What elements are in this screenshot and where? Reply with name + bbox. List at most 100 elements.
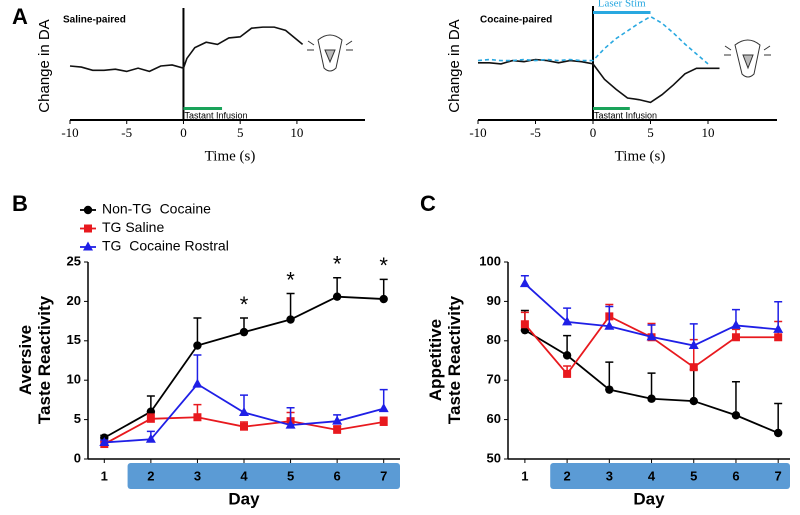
y-tick-label: 20 (67, 293, 81, 308)
x-tick-label: 5 (287, 468, 294, 483)
y-tick-label: 25 (67, 253, 81, 268)
marker (605, 385, 614, 394)
error-bar (605, 361, 614, 390)
stim-bar (183, 107, 223, 110)
data-line (477, 15, 709, 65)
error-bar (689, 368, 698, 402)
significance-marker: * (240, 292, 249, 317)
stim-bar (593, 11, 651, 14)
marker (379, 417, 388, 426)
marker (332, 415, 343, 425)
x-tick-label: -10 (61, 125, 78, 140)
x-tick-label: 3 (606, 468, 613, 483)
legend-marker (83, 241, 93, 251)
legend-label: TG Cocaine Rostral (102, 238, 229, 254)
x-tick-label: 5 (690, 468, 697, 483)
marker (689, 363, 698, 372)
y-tick-label: 60 (487, 411, 501, 426)
significance-marker: * (379, 253, 388, 278)
marker (146, 414, 155, 423)
panel-letter: B (12, 191, 28, 216)
x-tick-label: 1 (101, 468, 108, 483)
marker (731, 411, 741, 420)
marker (519, 278, 530, 288)
y-axis-label: Aversive (16, 325, 35, 395)
legend-marker (83, 205, 93, 215)
y-tick-label: 0 (74, 450, 81, 465)
y-axis-label: Taste Reactivity (445, 295, 464, 424)
rat-icon (307, 34, 353, 72)
x-tick-label: 5 (237, 125, 244, 140)
marker (562, 351, 572, 360)
marker (99, 436, 110, 446)
panel-letter: C (420, 191, 436, 216)
data-line (69, 26, 304, 73)
y-tick-label: 5 (74, 411, 81, 426)
chart-title: Cocaine-paired (480, 15, 552, 26)
marker (731, 333, 740, 342)
x-tick-label: 10 (290, 125, 303, 140)
y-tick-label: 70 (487, 372, 501, 387)
x-axis-label: Day (228, 489, 260, 508)
marker (378, 403, 389, 413)
marker (773, 323, 784, 333)
y-tick-label: 80 (487, 332, 501, 347)
x-tick-label: 7 (775, 468, 782, 483)
x-axis-label: Time (s) (615, 148, 666, 164)
error-bar (647, 372, 656, 399)
legend-label: Non-TG Cocaine (102, 201, 211, 217)
marker (239, 327, 249, 337)
x-tick-label: -5 (121, 125, 132, 140)
marker (193, 413, 202, 422)
y-axis-label: Taste Reactivity (35, 295, 54, 424)
error-bar (193, 317, 202, 346)
marker (193, 341, 202, 350)
legend-label: TG Saline (102, 219, 164, 235)
error-bar (731, 381, 740, 416)
marker (520, 320, 529, 329)
stim-bar (593, 107, 630, 110)
marker (239, 407, 249, 417)
y-tick-label: 100 (479, 253, 501, 268)
chart-title: Saline-paired (63, 15, 126, 26)
marker (285, 419, 296, 429)
x-tick-label: 2 (563, 468, 570, 483)
marker (562, 316, 573, 326)
marker (145, 433, 156, 443)
y-axis-label: Change in DA (36, 19, 53, 112)
y-axis-label: Change in DA (446, 19, 463, 112)
marker (688, 340, 699, 350)
legend-marker (84, 224, 92, 233)
y-tick-label: 90 (487, 293, 501, 308)
x-tick-label: 4 (240, 468, 248, 483)
stim-label: Tastant Infusion (184, 110, 247, 120)
marker (774, 333, 783, 342)
x-tick-label: 3 (194, 468, 201, 483)
stim-label: Laser Stim (598, 0, 646, 10)
y-tick-label: 50 (487, 450, 501, 465)
x-tick-label: 1 (521, 468, 528, 483)
y-tick-label: 15 (67, 332, 81, 347)
series (477, 15, 709, 65)
marker (563, 369, 572, 378)
marker (646, 331, 657, 341)
panel-letter: A (12, 4, 28, 29)
stim-label: Tastant Infusion (594, 110, 657, 120)
x-tick-label: 5 (647, 125, 654, 140)
x-tick-label: 4 (648, 468, 656, 483)
x-axis-label: Time (s) (205, 148, 256, 164)
series (69, 26, 304, 73)
day-band (550, 463, 790, 489)
rat-icon (724, 39, 771, 78)
series (99, 354, 389, 446)
marker (730, 319, 741, 329)
x-tick-label: 2 (147, 468, 154, 483)
marker (689, 396, 698, 406)
x-tick-label: 7 (380, 468, 387, 483)
x-tick-label: 6 (732, 468, 739, 483)
x-tick-label: 6 (334, 468, 341, 483)
error-bar (774, 402, 783, 433)
x-tick-label: 10 (702, 125, 715, 140)
x-tick-label: -5 (530, 125, 541, 140)
series (519, 275, 784, 350)
